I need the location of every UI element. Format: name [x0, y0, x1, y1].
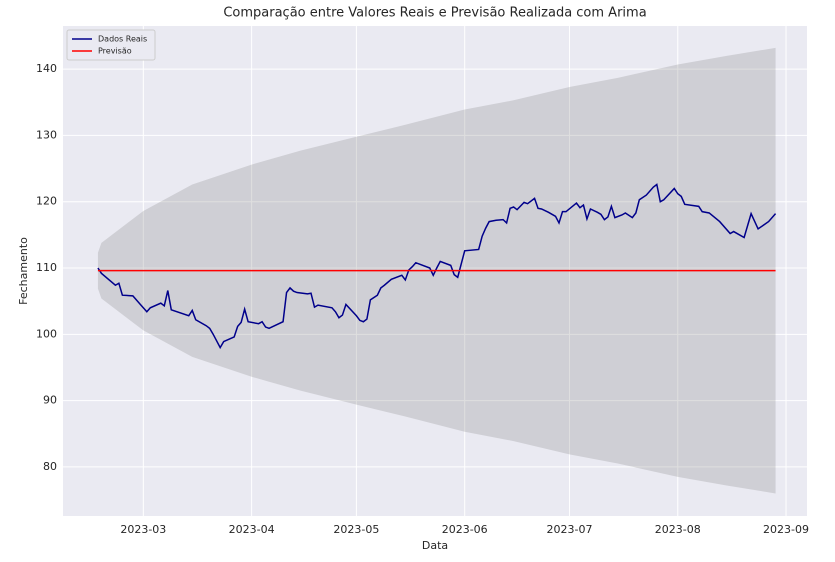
legend-frame: [66, 29, 156, 61]
y-tick-label: 130: [36, 128, 57, 141]
x-tick-label: 2023-08: [655, 523, 701, 536]
x-tick-label: 2023-09: [763, 523, 809, 536]
y-tick-label: 140: [36, 62, 57, 75]
x-tick-label: 2023-05: [333, 523, 379, 536]
x-tick-label: 2023-04: [229, 523, 275, 536]
x-tick-label: 2023-06: [442, 523, 488, 536]
series-line: [97, 183, 777, 350]
y-tick-label: 110: [36, 261, 57, 274]
x-tick-label: 2023-07: [546, 523, 592, 536]
y-axis-label: Fechamento: [17, 237, 30, 305]
x-axis-label: Data: [422, 539, 448, 552]
legend: Dados Reais Previsão: [66, 29, 156, 61]
legend-label: Previsão: [98, 47, 132, 56]
y-tick-label: 120: [36, 195, 57, 208]
chart-title: Comparação entre Valores Reais e Previsã…: [223, 6, 646, 21]
y-tick-label: 90: [43, 394, 57, 407]
y-tick-label: 80: [43, 460, 57, 473]
x-tick-label: 2023-03: [120, 523, 166, 536]
y-tick-label: 100: [36, 327, 57, 340]
legend-label: Dados Reais: [98, 35, 147, 44]
